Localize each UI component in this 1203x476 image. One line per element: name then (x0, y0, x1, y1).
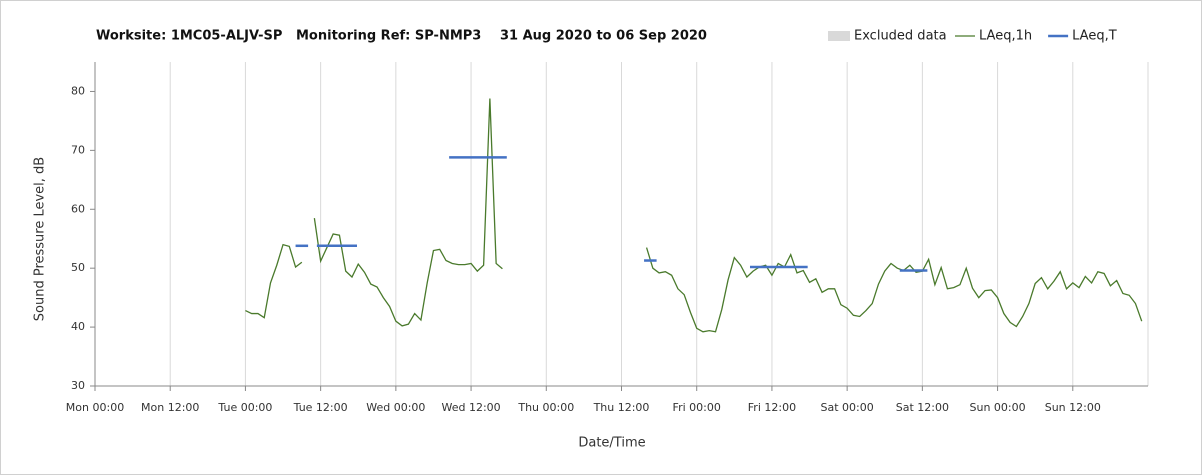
x-tick-label: Sun 12:00 (1045, 401, 1101, 414)
series-line (245, 98, 1143, 333)
x-tick-label: Sat 00:00 (821, 401, 874, 414)
x-tick-label: Wed 00:00 (366, 401, 425, 414)
title-worksite: Worksite: 1MC05-ALJV-SP (96, 29, 282, 44)
x-tick-label: Mon 12:00 (141, 401, 199, 414)
x-tick-label: Tue 00:00 (217, 401, 272, 414)
y-tick-label: 50 (71, 261, 85, 274)
legend-label: LAeq,1h (979, 29, 1032, 44)
title-dates: 31 Aug 2020 to 06 Sep 2020 (500, 29, 707, 44)
x-tick-label: Wed 12:00 (441, 401, 500, 414)
x-tick-label: Thu 00:00 (517, 401, 574, 414)
y-tick-label: 80 (71, 84, 85, 97)
x-tick-label: Sat 12:00 (896, 401, 949, 414)
x-axis-label: Date/Time (578, 436, 645, 451)
legend-label: Excluded data (854, 29, 947, 44)
y-tick-label: 30 (71, 379, 85, 392)
x-tick-label: Tue 12:00 (293, 401, 348, 414)
y-tick-label: 70 (71, 143, 85, 156)
legend-label: LAeq,T (1072, 29, 1117, 44)
title-monitoring: Monitoring Ref: SP-NMP3 (296, 29, 481, 44)
legend-swatch (828, 31, 850, 41)
y-axis-label: Sound Pressure Level, dB (33, 157, 48, 321)
x-tick-label: Thu 12:00 (593, 401, 650, 414)
x-tick-label: Sun 00:00 (970, 401, 1026, 414)
x-tick-label: Fri 00:00 (673, 401, 721, 414)
x-tick-label: Fri 12:00 (748, 401, 796, 414)
y-tick-label: 60 (71, 202, 85, 215)
y-tick-label: 40 (71, 320, 85, 333)
x-tick-label: Mon 00:00 (66, 401, 124, 414)
